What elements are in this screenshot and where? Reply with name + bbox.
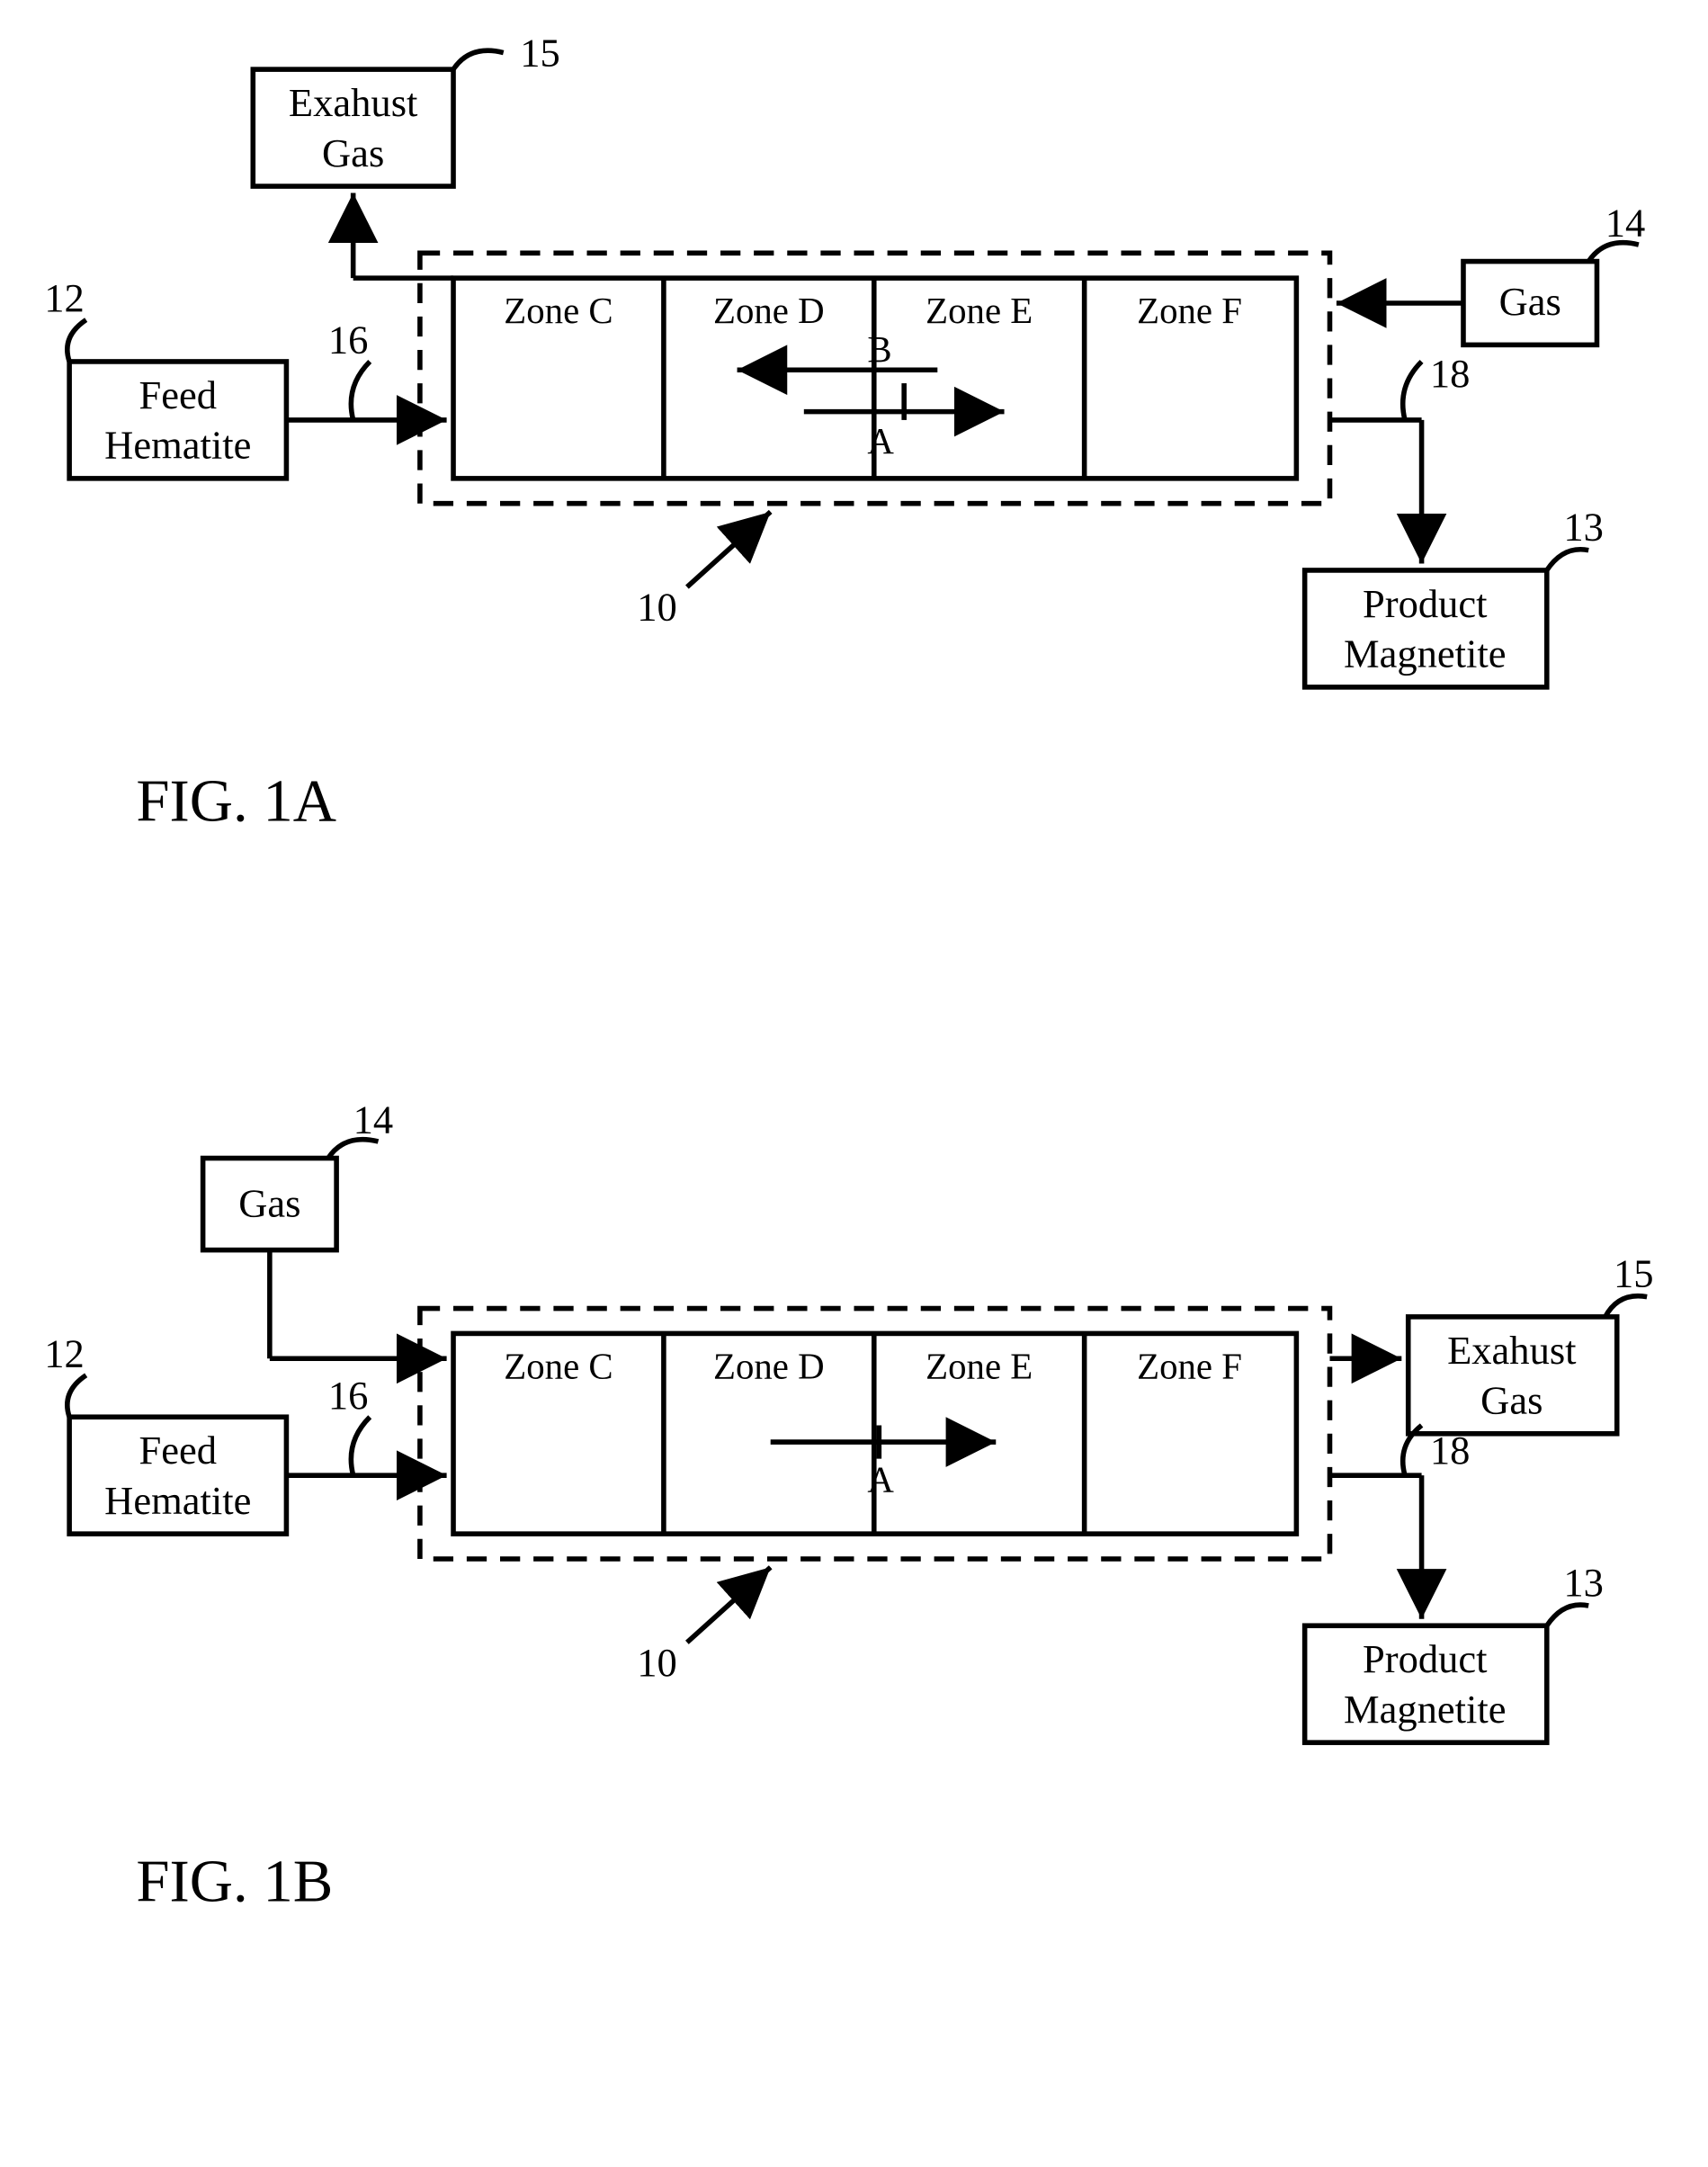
zone-f-label: Zone F [1137, 1347, 1242, 1387]
exhaust-gas-box: Exahust Gas 15 [1408, 1251, 1654, 1434]
feed-hematite-box: Feed Hematite 12 [44, 1331, 286, 1535]
feed-text-1: Feed [139, 372, 217, 417]
reactor-ref: 10 [637, 1568, 770, 1686]
reactor-ref-label: 10 [637, 585, 677, 630]
zone-e-label: Zone E [926, 291, 1033, 331]
zone-d-label: Zone D [713, 1347, 825, 1387]
feed-line-ref: 16 [328, 318, 369, 363]
product-line-ref: 18 [1430, 1428, 1471, 1473]
zones-container: Zone C Zone D Zone E Zone F [453, 1334, 1296, 1535]
feed-hematite-box: Feed Hematite 12 [44, 275, 286, 479]
figure-1a-svg: Exahust Gas 15 Gas 14 Feed Hematite 12 Z… [36, 36, 1672, 971]
gas-text: Gas [238, 1181, 300, 1226]
zone-e-label: Zone E [926, 1347, 1033, 1387]
product-text-1: Product [1363, 1637, 1488, 1682]
feed-text-2: Hematite [104, 423, 251, 468]
exhaust-text-2: Gas [1480, 1378, 1543, 1423]
gas-ref: 14 [1605, 201, 1646, 246]
product-text-1: Product [1363, 581, 1488, 626]
figure-1a-label: FIG. 1A [136, 767, 336, 834]
zone-c-label: Zone C [504, 291, 613, 331]
feed-text-2: Hematite [104, 1478, 251, 1523]
product-line-ref: 18 [1430, 351, 1471, 396]
zone-d-label: Zone D [713, 291, 825, 331]
exhaust-text-1: Exahust [1447, 1328, 1577, 1373]
exhaust-gas-box: Exahust Gas 15 [253, 36, 560, 186]
product-ref: 13 [1563, 505, 1604, 550]
flow-a-label: A [867, 421, 894, 461]
feed-text-1: Feed [139, 1428, 217, 1473]
zone-c-label: Zone C [504, 1347, 613, 1387]
feed-line-ref-curve [351, 1418, 370, 1476]
exhaust-ref: 15 [1614, 1251, 1654, 1296]
gas-ref: 14 [353, 1097, 394, 1142]
product-line-ref-curve [1403, 362, 1422, 420]
gas-text: Gas [1499, 279, 1561, 324]
figure-1b-label: FIG. 1B [136, 1849, 333, 1915]
product-ref: 13 [1563, 1560, 1604, 1605]
feed-ref: 12 [44, 1331, 85, 1376]
flow-b-label: B [867, 329, 891, 370]
feed-ref: 12 [44, 275, 85, 320]
gas-box: Gas 14 [203, 1097, 394, 1250]
reactor-ref: 10 [637, 512, 770, 630]
product-magnetite-box: Product Magnetite 13 [1305, 1560, 1604, 1742]
flow-a-label: A [867, 1460, 894, 1500]
reactor-ref-label: 10 [637, 1640, 677, 1685]
product-magnetite-box: Product Magnetite 13 [1305, 505, 1604, 687]
feed-line-ref-curve [351, 362, 370, 420]
figure-1a: Exahust Gas 15 Gas 14 Feed Hematite 12 Z… [36, 36, 1672, 975]
feed-line-ref: 16 [328, 1373, 369, 1418]
gas-box: Gas 14 [1463, 201, 1645, 345]
exhaust-ref: 15 [520, 36, 560, 75]
flow-arrows: A [771, 1426, 997, 1500]
figure-1b: Gas 14 Feed Hematite 12 16 Zone C Zone D… [36, 1083, 1672, 2022]
exhaust-text-1: Exahust [289, 80, 418, 125]
flow-arrows: B A [738, 329, 1005, 461]
product-text-2: Magnetite [1344, 631, 1507, 676]
zone-f-label: Zone F [1137, 291, 1242, 331]
product-text-2: Magnetite [1344, 1687, 1507, 1732]
exhaust-text-2: Gas [322, 130, 384, 175]
figure-1b-svg: Gas 14 Feed Hematite 12 16 Zone C Zone D… [36, 1083, 1672, 2018]
